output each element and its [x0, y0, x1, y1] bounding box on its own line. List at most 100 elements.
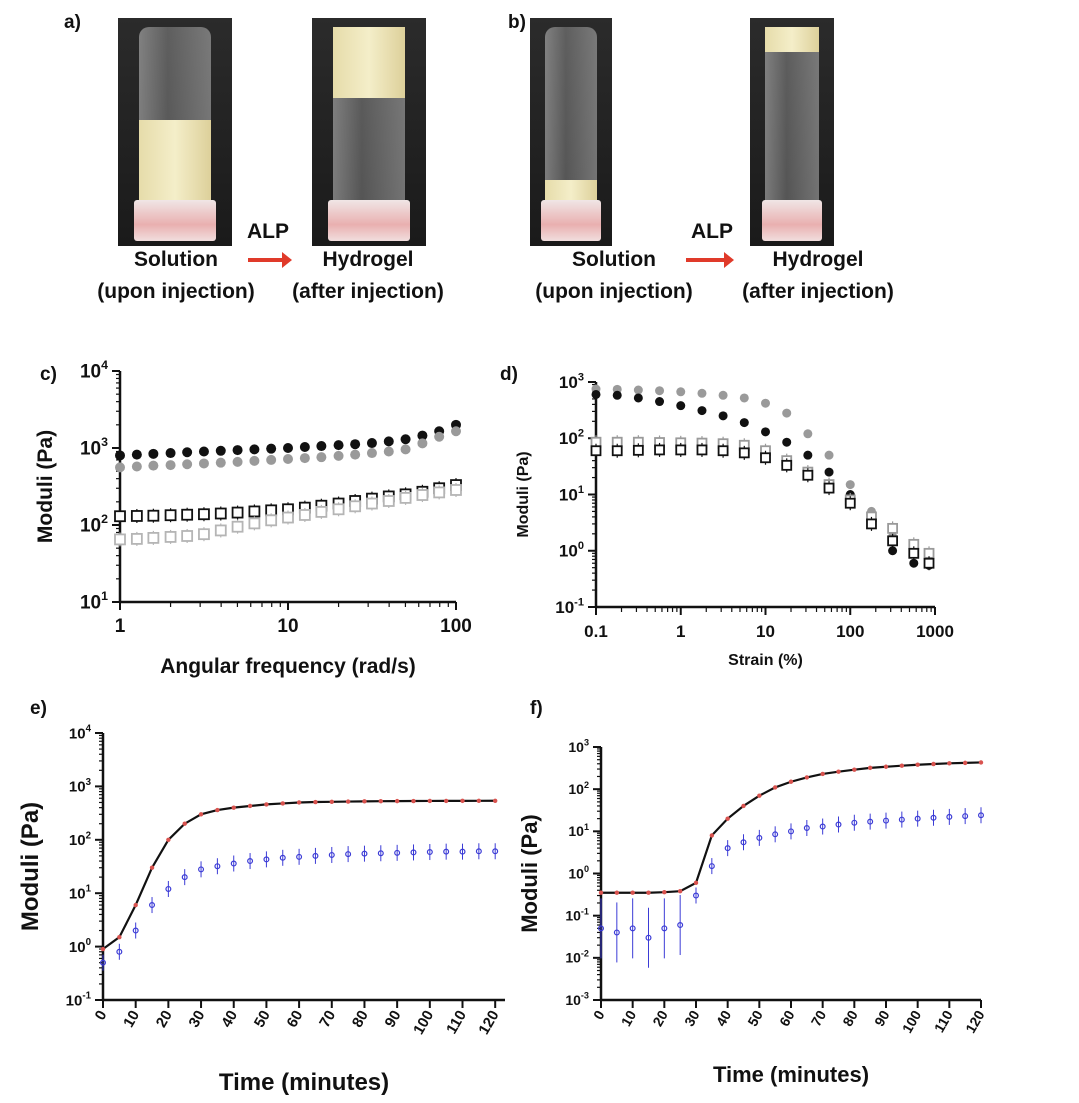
- x-tick-label: 110: [443, 1008, 470, 1037]
- x-tick-label: 50: [744, 1007, 766, 1029]
- photo-hydrogel-vial-a: [312, 18, 426, 246]
- x-tick-label: 70: [316, 1008, 339, 1031]
- y-tick-label: 103: [559, 371, 584, 392]
- data-point: [181, 874, 188, 881]
- y-tick-label: 100: [559, 540, 584, 561]
- alp-label-a: ALP: [247, 220, 289, 243]
- data-point: [851, 819, 858, 826]
- x-tick-label: 1: [676, 622, 685, 641]
- data-point: [230, 860, 237, 867]
- data-point: [394, 849, 401, 856]
- chart-d: d) 10-1 100 101 102 103 0.1 1 10 100 1000 Strain (%…: [500, 364, 954, 669]
- data-point: [350, 449, 361, 460]
- data-point: [947, 761, 952, 766]
- y-tick-label: 10-2: [565, 948, 589, 965]
- x-tick-label: 30: [185, 1008, 208, 1031]
- x-axis-label: Angular frequency (rad/s): [160, 655, 416, 678]
- data-point: [117, 934, 122, 940]
- data-point: [888, 546, 898, 556]
- data-point: [450, 484, 462, 496]
- data-point: [133, 902, 138, 908]
- data-point: [329, 799, 334, 804]
- data-point: [132, 927, 139, 934]
- x-tick-label: 0: [590, 1007, 608, 1022]
- data-point: [459, 848, 466, 855]
- data-point: [661, 925, 668, 932]
- data-point: [591, 389, 601, 399]
- data-point: [724, 845, 731, 852]
- data-point: [266, 454, 277, 465]
- data-point: [460, 798, 465, 804]
- y-axis-label: Moduli (Pa): [515, 451, 532, 537]
- data-point: [377, 850, 384, 857]
- data-point: [717, 445, 729, 457]
- x-tick-label: 10: [277, 616, 298, 637]
- chart-f: f) 10-3 10-2 10-1 100 101 102 103 0 10 20 30 40 50 60 7…: [517, 698, 988, 1087]
- data-point: [492, 848, 499, 855]
- panel-label: c): [40, 364, 57, 385]
- x-tick-label: 90: [382, 1008, 405, 1031]
- data-point: [282, 511, 294, 524]
- data-point: [315, 505, 328, 518]
- data-point: [231, 520, 244, 533]
- x-tick-label: 10: [618, 1007, 640, 1029]
- data-point: [231, 805, 236, 810]
- y-tick-label: 103: [80, 435, 108, 460]
- data-point: [130, 510, 143, 522]
- data-point: [214, 863, 221, 870]
- series-3: [590, 442, 935, 571]
- data-point: [417, 430, 428, 441]
- data-point: [147, 531, 160, 544]
- data-point: [198, 458, 209, 469]
- data-point: [931, 761, 936, 767]
- chart-e: e) 10-1 100 101 102 103 104 0 10 20 30 40 50 60 70 80 90…: [17, 698, 505, 1096]
- series-3: [114, 482, 462, 547]
- data-point: [249, 455, 260, 466]
- data-point: [835, 821, 842, 828]
- data-point: [366, 448, 377, 459]
- data-point: [836, 769, 841, 774]
- data-point: [718, 411, 728, 421]
- data-point: [443, 798, 449, 804]
- data-point: [802, 469, 814, 481]
- data-point: [164, 531, 177, 543]
- caption-upon-injection-b: (upon injection): [535, 280, 693, 303]
- data-point: [215, 457, 226, 468]
- panel-a-label: a): [64, 12, 81, 33]
- data-point: [598, 890, 604, 895]
- data-point: [149, 902, 156, 909]
- data-point: [676, 387, 686, 397]
- y-tick-label: 103: [69, 777, 92, 796]
- data-point: [394, 798, 400, 804]
- data-point: [214, 507, 227, 520]
- data-point: [654, 444, 665, 456]
- data-point: [611, 445, 623, 457]
- y-tick-label: 104: [80, 358, 108, 383]
- data-point: [819, 823, 826, 830]
- data-point: [232, 445, 243, 456]
- data-point: [677, 889, 683, 894]
- data-point: [845, 480, 855, 490]
- y-tick-label: 102: [80, 512, 108, 537]
- data-point: [362, 799, 367, 804]
- data-point: [655, 386, 665, 396]
- caption-after-injection-b: (after injection): [742, 280, 894, 303]
- data-point: [383, 436, 394, 447]
- data-point: [148, 460, 159, 471]
- data-point: [475, 848, 482, 855]
- data-point: [740, 839, 747, 846]
- x-tick-label: 60: [776, 1007, 798, 1029]
- data-point: [147, 509, 160, 522]
- data-point: [349, 500, 362, 513]
- data-point: [899, 763, 905, 768]
- data-point: [866, 518, 877, 530]
- data-point: [247, 858, 254, 865]
- data-point: [165, 885, 172, 892]
- data-point: [299, 453, 310, 464]
- y-tick-label: 100: [568, 864, 589, 881]
- data-point: [739, 418, 749, 428]
- series-1: [115, 426, 461, 473]
- data-point: [333, 450, 344, 461]
- x-tick-label: 1: [115, 616, 126, 637]
